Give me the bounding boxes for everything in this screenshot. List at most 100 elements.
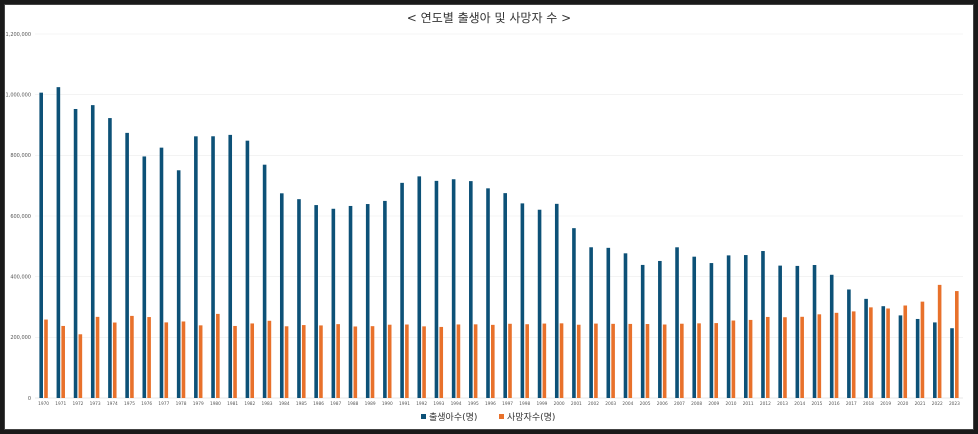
x-tick-label: 1992 (416, 401, 427, 407)
death-bar (78, 334, 83, 398)
birth-bar (365, 204, 370, 398)
death-bar (903, 305, 908, 398)
birth-bar (606, 247, 611, 398)
x-tick-label: 1985 (296, 401, 307, 407)
x-tick-label: 2013 (777, 401, 788, 407)
birth-bar (520, 203, 525, 398)
birth-bar (434, 180, 439, 398)
birth-bar (486, 188, 490, 398)
birth-bar (795, 265, 800, 398)
chart-frame: < 연도별 출생아 및 사망자 수 > 0 200,000 400,000 600,0… (4, 4, 974, 430)
x-tick-label: 1973 (90, 401, 101, 407)
death-bar (628, 323, 633, 398)
birth-bar (675, 247, 679, 398)
death-bar (800, 316, 804, 398)
bar-chart: < 연도별 출생아 및 사망자 수 > 0 200,000 400,000 600,0… (6, 11, 963, 423)
legend-label-births: 출생아수(명) (429, 412, 477, 423)
x-tick-label: 2016 (829, 401, 840, 407)
birth-bar (159, 147, 164, 398)
death-bar (869, 307, 873, 398)
death-bar (353, 326, 358, 398)
x-tick-label: 1976 (141, 401, 152, 407)
birth-bar (640, 264, 645, 398)
birth-bar (194, 136, 198, 398)
x-tick-label: 1988 (347, 401, 358, 407)
x-tick-label: 1990 (382, 401, 393, 407)
x-tick-label: 1998 (519, 401, 530, 407)
y-tick-label: 600,000 (10, 214, 31, 220)
birth-bar (692, 256, 697, 398)
x-tick-label: 1982 (244, 401, 255, 407)
x-tick-label: 1996 (485, 401, 496, 407)
birth-bar (400, 182, 404, 398)
death-bar (405, 324, 409, 398)
death-bar (233, 325, 237, 398)
death-bar (267, 320, 272, 398)
y-tick-label: 1,000,000 (6, 92, 31, 98)
birth-bar (228, 134, 233, 399)
death-bar (525, 324, 529, 398)
death-bar (594, 323, 598, 398)
death-bar (95, 316, 100, 398)
x-tick-label: 2011 (743, 401, 754, 407)
x-tick-label: 2000 (554, 401, 565, 407)
birth-bar (73, 108, 78, 399)
y-tick-label: 1,200,000 (6, 32, 31, 38)
x-tick-label: 1994 (451, 401, 462, 407)
x-tick-label: 1979 (193, 401, 204, 407)
birth-bar (623, 253, 628, 398)
death-bar (112, 322, 117, 398)
death-bar (473, 324, 478, 398)
y-tick-label: 400,000 (10, 274, 31, 280)
birth-bar (90, 105, 95, 398)
birth-bar (503, 193, 507, 398)
birth-bar (297, 199, 301, 398)
birth-bar (56, 87, 61, 398)
x-tick-label: 2004 (622, 401, 633, 407)
x-tick-label: 2001 (571, 401, 582, 407)
death-bar (576, 324, 581, 398)
birth-bar (314, 205, 318, 398)
birth-bar (176, 170, 181, 398)
x-tick-label: 2019 (880, 401, 891, 407)
birth-bar (589, 247, 593, 398)
death-bar (834, 312, 839, 398)
death-bar (216, 313, 220, 398)
birth-bar (778, 265, 782, 398)
birth-bar (812, 265, 817, 398)
x-tick-label: 2002 (588, 401, 599, 407)
death-bar (130, 315, 134, 398)
death-bar (748, 319, 753, 398)
birth-bar (726, 255, 731, 398)
death-bar (955, 291, 959, 398)
x-tick-label: 1980 (210, 401, 221, 407)
birth-bar (125, 132, 129, 398)
birth-bar (262, 164, 267, 398)
y-tick-label: 0 (28, 396, 31, 402)
x-tick-label: 2014 (794, 401, 805, 407)
birth-bar (709, 263, 714, 398)
death-bar (61, 325, 65, 398)
x-tick-label: 1974 (107, 401, 118, 407)
death-bar (645, 324, 650, 398)
gridlines (35, 33, 963, 399)
x-tick-label: 2021 (915, 401, 926, 407)
x-tick-label: 1997 (502, 401, 513, 407)
death-bar (714, 323, 719, 398)
x-tick-label: 1984 (279, 401, 290, 407)
birth-bar (142, 156, 147, 398)
x-tick-label: 2020 (897, 401, 908, 407)
birth-bar (554, 203, 559, 398)
death-bar (319, 325, 323, 398)
x-tick-label: 1975 (124, 401, 135, 407)
birth-bar (279, 193, 284, 398)
death-bar (456, 324, 461, 398)
birth-bar (108, 118, 112, 398)
death-bar (370, 326, 375, 398)
death-bar (783, 317, 787, 398)
x-tick-label: 2010 (726, 401, 737, 407)
birth-bar (950, 328, 954, 398)
x-tick-label: 2022 (932, 401, 943, 407)
death-bar (559, 323, 564, 398)
death-bar (301, 325, 306, 398)
